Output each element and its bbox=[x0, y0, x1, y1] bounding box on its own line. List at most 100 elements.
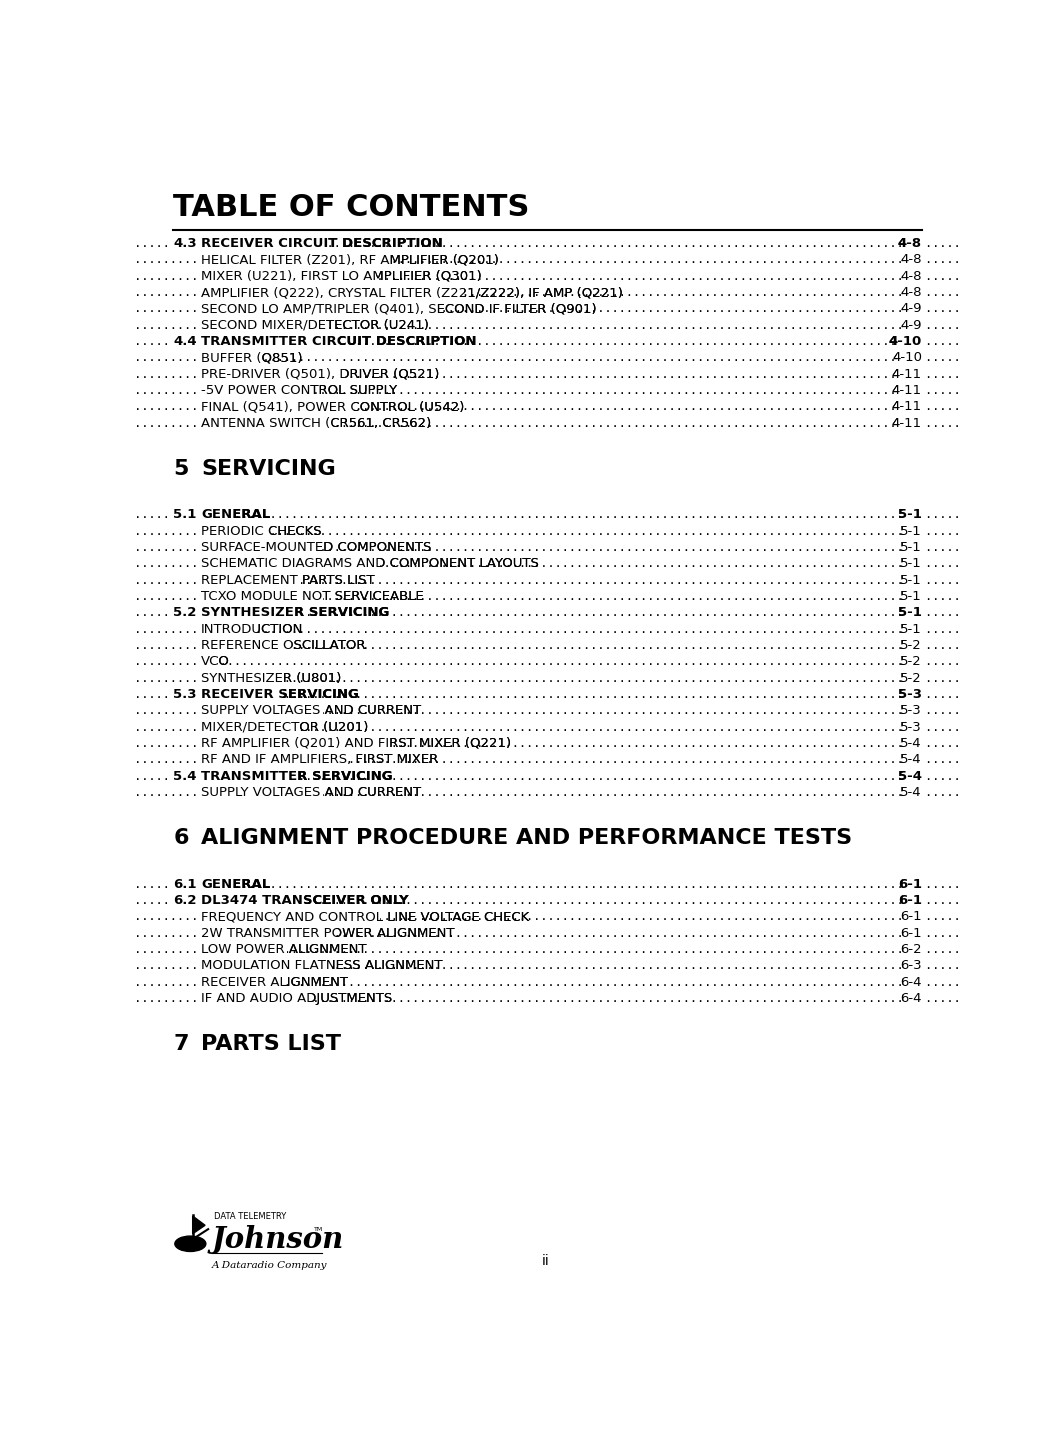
Bar bbox=[897, 369, 926, 380]
Bar bbox=[902, 993, 926, 1005]
Text: ................................................................................: ........................................… bbox=[0, 926, 1064, 939]
Text: 4-8: 4-8 bbox=[900, 253, 921, 266]
Text: ................................................................................: ........................................… bbox=[0, 367, 1064, 380]
Text: 5-1: 5-1 bbox=[900, 590, 921, 603]
Bar bbox=[897, 335, 926, 347]
Text: -5V POWER CONTROL SUPPLY: -5V POWER CONTROL SUPPLY bbox=[201, 383, 397, 396]
Text: 6-1: 6-1 bbox=[898, 894, 921, 908]
Bar bbox=[902, 575, 926, 587]
Text: ................................................................................: ........................................… bbox=[0, 720, 1064, 733]
Text: RF AMPLIFIER (Q201) AND FIRST MIXER (Q221): RF AMPLIFIER (Q201) AND FIRST MIXER (Q22… bbox=[201, 738, 512, 749]
Text: GENERAL: GENERAL bbox=[201, 877, 270, 890]
Text: TRANSMITTER SERVICING: TRANSMITTER SERVICING bbox=[201, 770, 393, 783]
Text: FINAL (Q541), POWER CONTROL (U542): FINAL (Q541), POWER CONTROL (U542) bbox=[201, 401, 465, 414]
Text: RECEIVER ALIGNMENT: RECEIVER ALIGNMENT bbox=[201, 976, 348, 989]
Text: 5-1: 5-1 bbox=[898, 607, 921, 620]
Text: IF AND AUDIO ADJUSTMENTS: IF AND AUDIO ADJUSTMENTS bbox=[201, 992, 393, 1005]
Text: 5-1: 5-1 bbox=[900, 524, 921, 537]
Text: ................................................................................: ........................................… bbox=[0, 688, 1064, 701]
Text: VCO: VCO bbox=[201, 655, 230, 668]
Text: ................................................................................: ........................................… bbox=[0, 286, 1064, 299]
Text: 5.3: 5.3 bbox=[173, 688, 197, 701]
Bar bbox=[200, 575, 301, 587]
Bar bbox=[200, 771, 296, 781]
Bar bbox=[200, 894, 305, 906]
Text: AMPLIFIER (Q222), CRYSTAL FILTER (Z221/Z222), IF AMP (Q221): AMPLIFIER (Q222), CRYSTAL FILTER (Z221/Z… bbox=[201, 286, 624, 299]
Text: 5.1: 5.1 bbox=[173, 508, 197, 521]
Text: 6: 6 bbox=[173, 828, 188, 848]
Bar bbox=[902, 910, 926, 922]
Text: 5-1: 5-1 bbox=[898, 508, 921, 521]
Text: ................................................................................: ........................................… bbox=[0, 607, 1064, 620]
Text: ALIGNMENT PROCEDURE AND PERFORMANCE TESTS: ALIGNMENT PROCEDURE AND PERFORMANCE TEST… bbox=[201, 828, 852, 848]
Bar bbox=[902, 303, 926, 315]
Text: 4-11: 4-11 bbox=[892, 367, 921, 380]
Text: MODULATION FLATNESS ALIGNMENT: MODULATION FLATNESS ALIGNMENT bbox=[201, 960, 443, 973]
Text: 5-4: 5-4 bbox=[900, 786, 921, 799]
Text: 4-10: 4-10 bbox=[888, 335, 921, 348]
Text: LOW POWER ALIGNMENT: LOW POWER ALIGNMENT bbox=[201, 942, 367, 955]
Text: ................................................................................: ........................................… bbox=[0, 253, 1064, 266]
Bar bbox=[902, 688, 926, 700]
Text: 6-1: 6-1 bbox=[900, 910, 921, 923]
Bar bbox=[902, 722, 926, 733]
Bar bbox=[200, 928, 336, 939]
Text: ................................................................................: ........................................… bbox=[0, 738, 1064, 749]
Bar bbox=[200, 287, 464, 298]
Text: RECEIVER CIRCUIT DESCRIPTION: RECEIVER CIRCUIT DESCRIPTION bbox=[201, 237, 443, 250]
Text: RECEIVER CIRCUIT DESCRIPTION: RECEIVER CIRCUIT DESCRIPTION bbox=[201, 237, 443, 250]
Text: PARTS LIST: PARTS LIST bbox=[201, 1034, 342, 1054]
Text: 5.3: 5.3 bbox=[173, 688, 197, 701]
Text: SUPPLY VOLTAGES AND CURRENT: SUPPLY VOLTAGES AND CURRENT bbox=[201, 704, 421, 717]
Bar bbox=[902, 960, 926, 971]
Text: 6-1: 6-1 bbox=[900, 926, 921, 939]
Text: DL3474 TRANSCEIVER ONLY: DL3474 TRANSCEIVER ONLY bbox=[201, 894, 409, 908]
Text: 5-1: 5-1 bbox=[900, 558, 921, 571]
Bar bbox=[902, 542, 926, 553]
Text: 4-9: 4-9 bbox=[900, 318, 921, 331]
Bar bbox=[200, 878, 234, 890]
Text: 6.1: 6.1 bbox=[173, 877, 197, 890]
Bar bbox=[200, 738, 389, 749]
Text: MIXER (U221), FIRST LO AMPLIFIER (Q301): MIXER (U221), FIRST LO AMPLIFIER (Q301) bbox=[201, 270, 482, 283]
Text: SYNTHESIZER (U801): SYNTHESIZER (U801) bbox=[201, 672, 342, 685]
Bar bbox=[171, 878, 196, 890]
Text: 5.1: 5.1 bbox=[173, 508, 197, 521]
Text: SERVICING: SERVICING bbox=[201, 459, 336, 479]
Text: 6-3: 6-3 bbox=[900, 960, 921, 973]
Text: 5-2: 5-2 bbox=[900, 672, 921, 685]
Text: 5.2: 5.2 bbox=[173, 607, 197, 620]
Text: A Dataradio Company: A Dataradio Company bbox=[212, 1260, 328, 1270]
Text: ................................................................................: ........................................… bbox=[0, 558, 1064, 571]
Text: 4.3: 4.3 bbox=[173, 237, 197, 250]
Bar bbox=[902, 591, 926, 603]
Text: GENERAL: GENERAL bbox=[201, 508, 270, 521]
Text: ................................................................................: ........................................… bbox=[0, 335, 1064, 348]
Text: VCO: VCO bbox=[201, 655, 230, 668]
Text: ................................................................................: ........................................… bbox=[0, 623, 1064, 636]
Text: MODULATION FLATNESS ALIGNMENT: MODULATION FLATNESS ALIGNMENT bbox=[201, 960, 443, 973]
Bar bbox=[200, 706, 322, 716]
Text: 5-1: 5-1 bbox=[900, 542, 921, 555]
Text: 5-1: 5-1 bbox=[900, 574, 921, 587]
Bar bbox=[902, 558, 926, 569]
Text: 4-11: 4-11 bbox=[892, 417, 921, 430]
Text: 4-11: 4-11 bbox=[892, 383, 921, 396]
Text: SCHEMATIC DIAGRAMS AND COMPONENT LAYOUTS: SCHEMATIC DIAGRAMS AND COMPONENT LAYOUTS bbox=[201, 558, 539, 571]
Bar bbox=[902, 787, 926, 799]
Bar bbox=[171, 688, 196, 700]
Text: ANTENNA SWITCH (CR561, CR562): ANTENNA SWITCH (CR561, CR562) bbox=[201, 417, 431, 430]
Bar bbox=[200, 944, 287, 955]
Bar bbox=[200, 623, 256, 635]
Text: SURFACE-MOUNTED COMPONENTS: SURFACE-MOUNTED COMPONENTS bbox=[201, 542, 432, 555]
Text: ................................................................................: ........................................… bbox=[0, 754, 1064, 767]
Text: SYNTHESIZER (U801): SYNTHESIZER (U801) bbox=[201, 672, 342, 685]
Text: 4-9: 4-9 bbox=[900, 302, 921, 315]
Bar bbox=[171, 335, 196, 347]
Bar bbox=[902, 656, 926, 668]
Text: TRANSMITTER SERVICING: TRANSMITTER SERVICING bbox=[201, 770, 393, 783]
Text: 5-1: 5-1 bbox=[900, 590, 921, 603]
Text: LOW POWER ALIGNMENT: LOW POWER ALIGNMENT bbox=[201, 942, 367, 955]
Bar bbox=[200, 335, 340, 347]
Text: Johnson: Johnson bbox=[212, 1225, 345, 1255]
